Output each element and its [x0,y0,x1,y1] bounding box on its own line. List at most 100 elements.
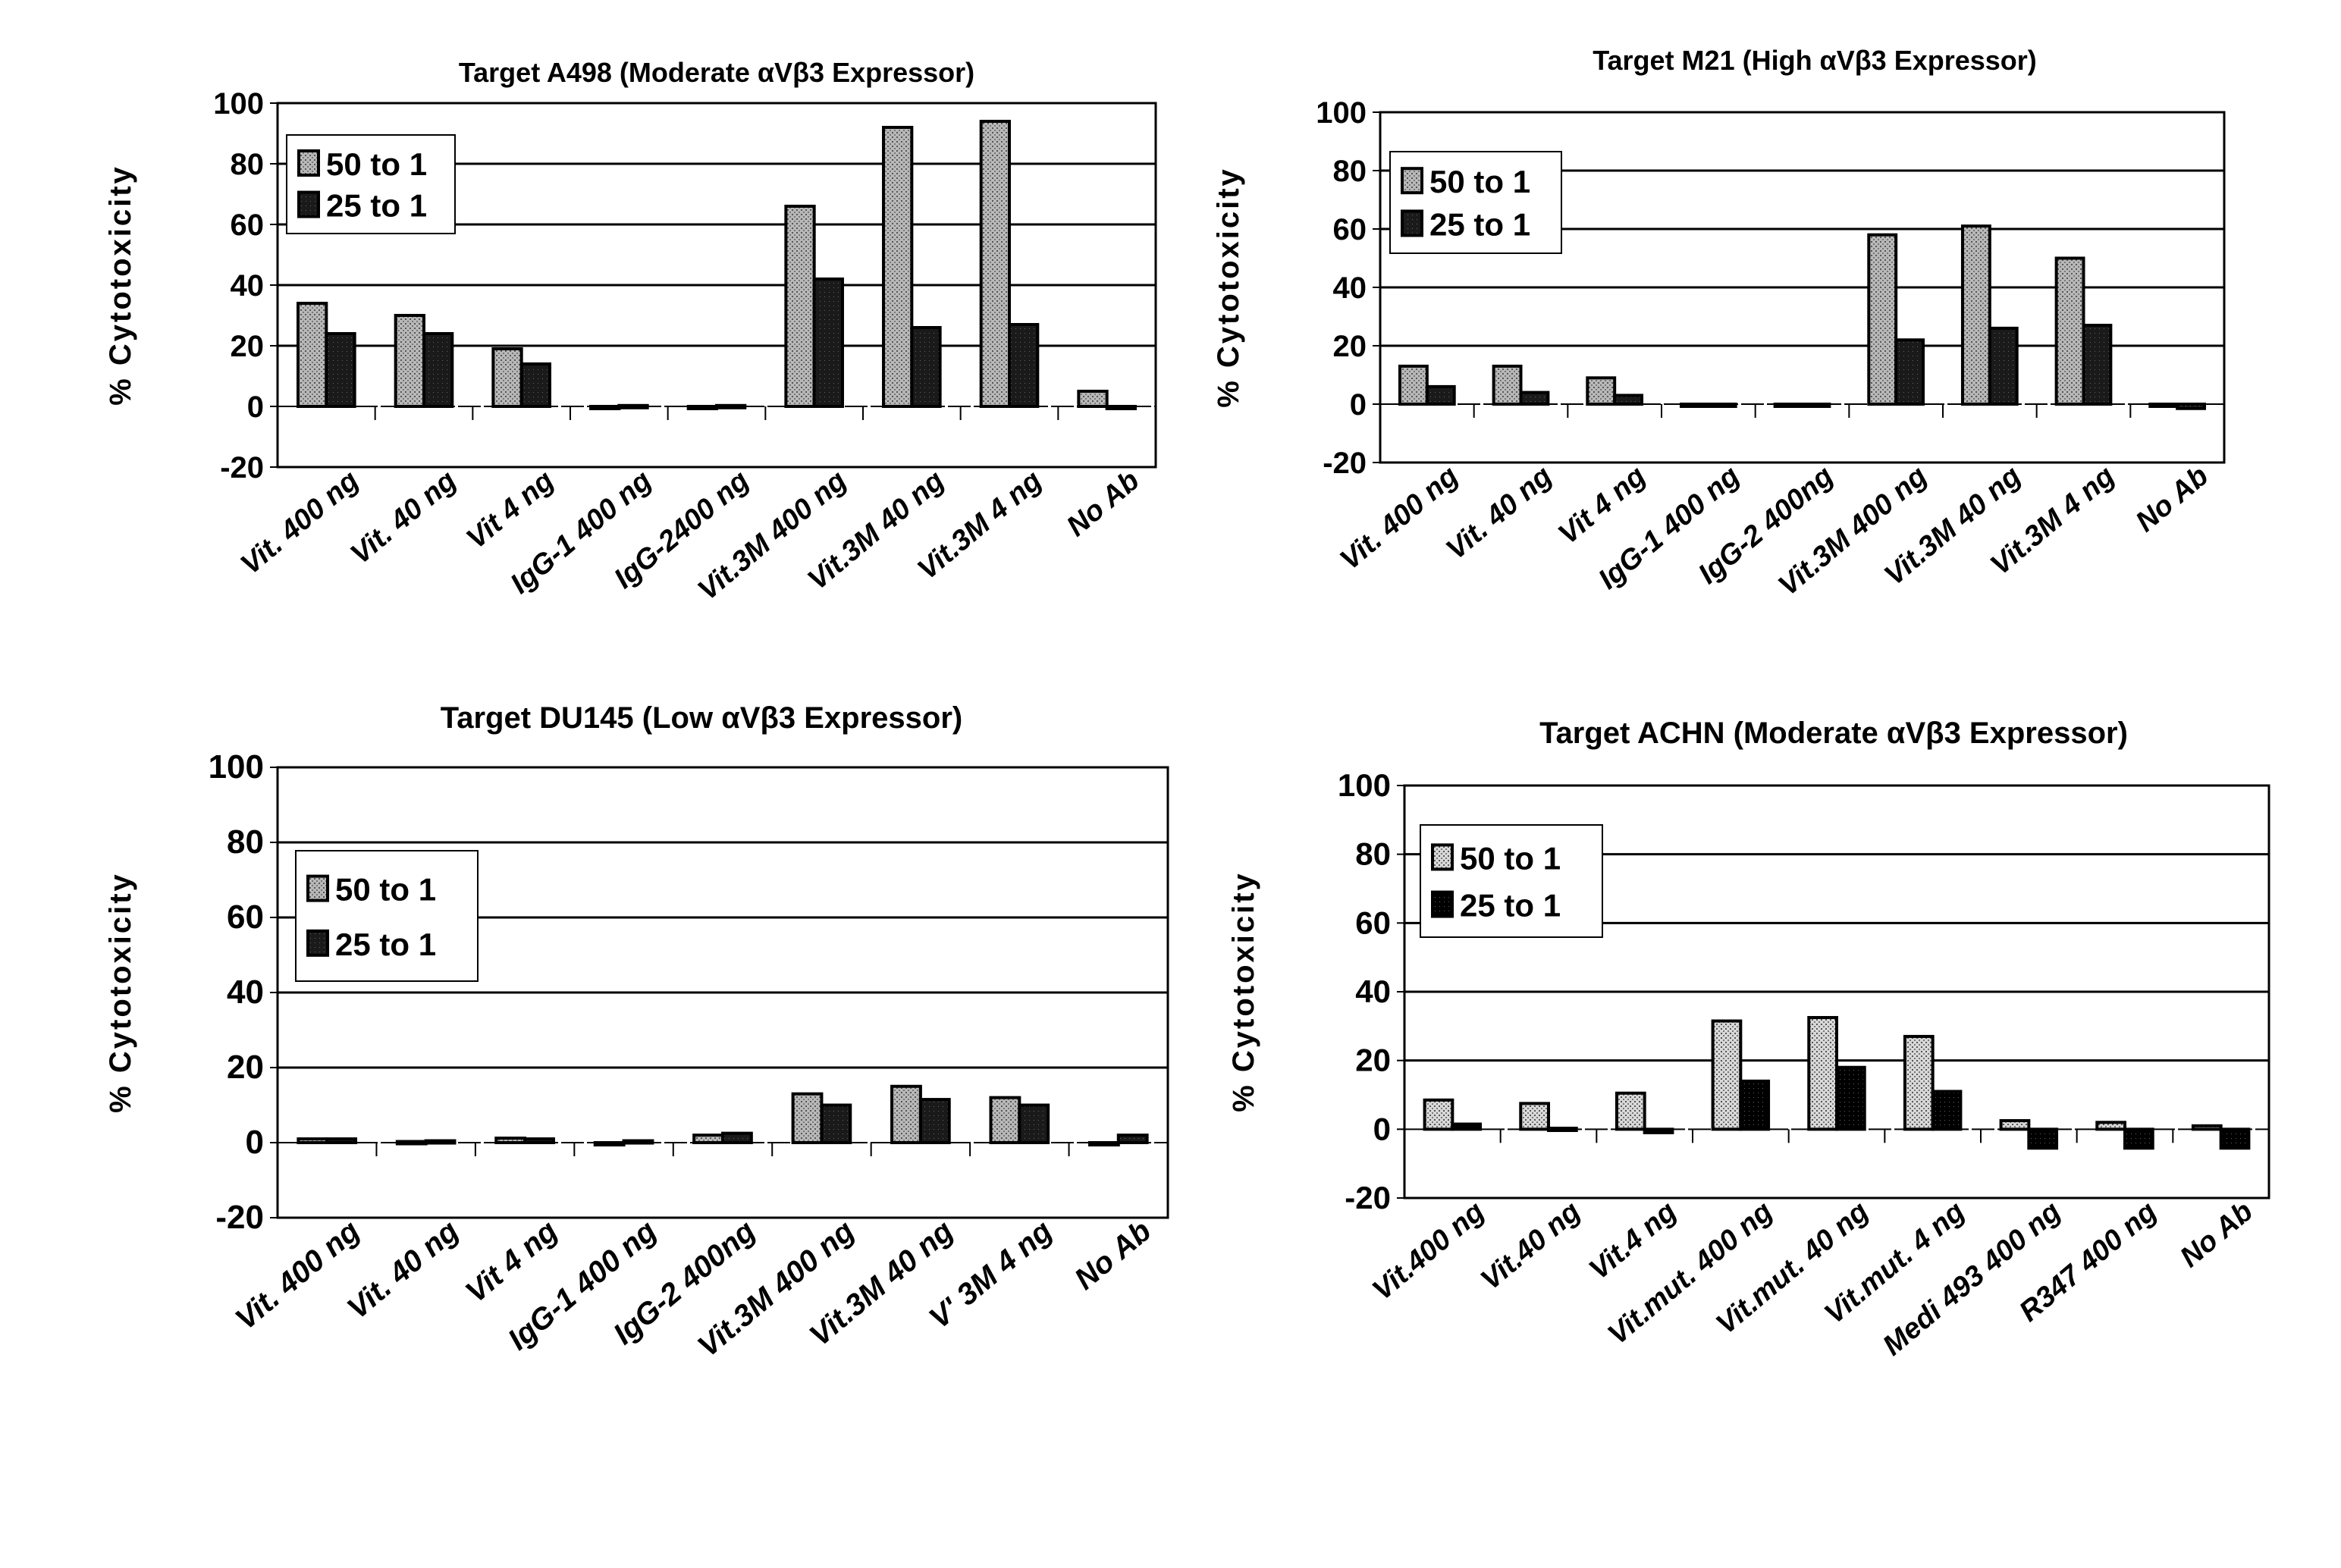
bar-50-to-1 [1519,1102,1550,1131]
bar-25-to-1 [1008,323,1040,408]
bar-25-to-1 [325,332,356,408]
bar-25-to-1 [1519,390,1550,406]
legend-swatch-50-to-1 [1401,167,1423,195]
bar-25-to-1 [2176,403,2207,410]
bar-25-to-1 [812,278,844,408]
bar-25-to-1 [2027,1127,2059,1150]
y-axis-label: % Cytotoxicity [104,165,137,406]
bar-50-to-1 [1999,1119,2031,1131]
y-tick-label: 40 [227,974,264,1011]
legend-box [295,850,479,982]
legend-label: 25 to 1 [1460,888,1561,924]
y-tick-label: 100 [1338,767,1391,803]
bar-50-to-1 [2095,1121,2127,1131]
bar-50-to-1 [1867,233,1898,406]
bar-50-to-1 [297,302,328,408]
legend-label: 50 to 1 [335,872,436,908]
y-tick-label: 100 [213,87,264,121]
bar-25-to-1 [523,1137,555,1144]
y-tick-label: 80 [1355,836,1391,872]
y-tick-label: 80 [227,823,264,861]
bar-50-to-1 [890,1084,922,1144]
bar-50-to-1 [1679,403,1710,408]
legend-label: 25 to 1 [1429,206,1530,242]
plot-frame [276,102,1157,469]
plot-frame [1403,784,2270,1200]
bar-25-to-1 [2219,1127,2251,1150]
bar-25-to-1 [1613,394,1644,406]
legend-label: 50 to 1 [1429,164,1530,199]
bar-50-to-1 [394,314,425,408]
bar-50-to-1 [1077,390,1109,408]
x-tick-label: No Ab [2174,1196,2259,1274]
bar-50-to-1 [2054,256,2085,406]
x-tick-label: Vit.mut. 400 ng [1602,1196,1778,1351]
y-tick-label: -20 [1323,447,1367,480]
bar-50-to-1 [1711,1019,1743,1131]
bar-50-to-1 [686,405,718,410]
bar-25-to-1 [715,403,747,409]
bar-50-to-1 [395,1140,428,1146]
chart-a498: Target A498 (Moderate αVβ3 Expressor) % C… [0,0,1170,652]
bar-50-to-1 [494,1137,527,1144]
chart-achn: Target ACHN (Moderate αVβ3 Expressor) % C… [1170,682,2341,1441]
bar-25-to-1 [1800,403,1831,408]
bar-50-to-1 [791,1092,824,1145]
y-tick-label: -20 [215,1199,264,1236]
bar-25-to-1 [1739,1079,1771,1131]
bar-25-to-1 [424,1139,457,1145]
y-tick-label: 100 [1316,96,1367,130]
legend-swatch-25-to-1 [1401,209,1423,237]
legend-label: 50 to 1 [1460,840,1561,876]
y-tick-label: 20 [1333,330,1367,363]
x-tick-label: No Ab [2130,460,2215,538]
y-axis-label: % Cytotoxicity [1227,871,1260,1112]
bar-25-to-1 [1643,1127,1674,1134]
y-tick-label: 20 [231,330,265,363]
bar-25-to-1 [918,1098,951,1145]
bar-50-to-1 [1807,1016,1838,1131]
bar-25-to-1 [1451,1122,1483,1131]
y-tick-label: -20 [1345,1180,1391,1215]
bar-50-to-1 [1586,376,1617,406]
y-tick-label: 0 [247,390,264,424]
bar-25-to-1 [1116,1134,1149,1144]
bar-50-to-1 [1615,1091,1646,1131]
y-tick-label: 20 [1355,1043,1391,1078]
x-tick-label: Medi 493 400 ng [1877,1196,2066,1363]
bar-25-to-1 [1706,403,1737,408]
y-tick-label: 0 [246,1124,264,1161]
y-tick-label: 60 [227,898,264,936]
legend-swatch-25-to-1 [306,929,329,957]
bar-50-to-1 [589,405,621,410]
y-tick-label: 60 [1355,905,1391,940]
bar-25-to-1 [617,403,649,409]
legend-swatch-50-to-1 [1431,843,1454,871]
plot-frame [276,766,1169,1219]
bar-25-to-1 [622,1139,654,1145]
legend-label: 25 to 1 [326,188,427,224]
bar-50-to-1 [1087,1141,1120,1146]
legend-swatch-50-to-1 [297,149,320,177]
chart-svg: Target M21 (High αVβ3 Expressor) % Cytoto… [1212,45,2226,602]
chart-title: Target ACHN (Moderate αVβ3 Expressor) [1539,717,2128,750]
bar-50-to-1 [1492,364,1523,406]
bar-25-to-1 [721,1131,753,1144]
x-tick-label: Vit.40 ng [1475,1196,1586,1297]
y-tick-label: 40 [231,269,265,303]
chart-title: Target M21 (High αVβ3 Expressor) [1593,45,2037,76]
x-tick-label: Vit. 40 ng [344,465,462,571]
chart-title: Target DU145 (Low αVβ3 Expressor) [441,701,962,735]
x-tick-label: No Ab [1069,1214,1157,1296]
bar-25-to-1 [325,1137,358,1144]
bar-50-to-1 [297,1137,329,1144]
bar-50-to-1 [692,1134,724,1144]
bar-50-to-1 [989,1096,1021,1144]
bar-50-to-1 [2191,1124,2223,1131]
y-tick-label: 0 [1373,1111,1391,1146]
bar-25-to-1 [2082,324,2113,406]
chart-du145: Target DU145 (Low αVβ3 Expressor) % Cytot… [0,682,1170,1441]
chart-svg: Target ACHN (Moderate αVβ3 Expressor) % C… [1227,717,2270,1363]
y-tick-label: 80 [231,148,265,181]
bar-50-to-1 [491,347,523,408]
